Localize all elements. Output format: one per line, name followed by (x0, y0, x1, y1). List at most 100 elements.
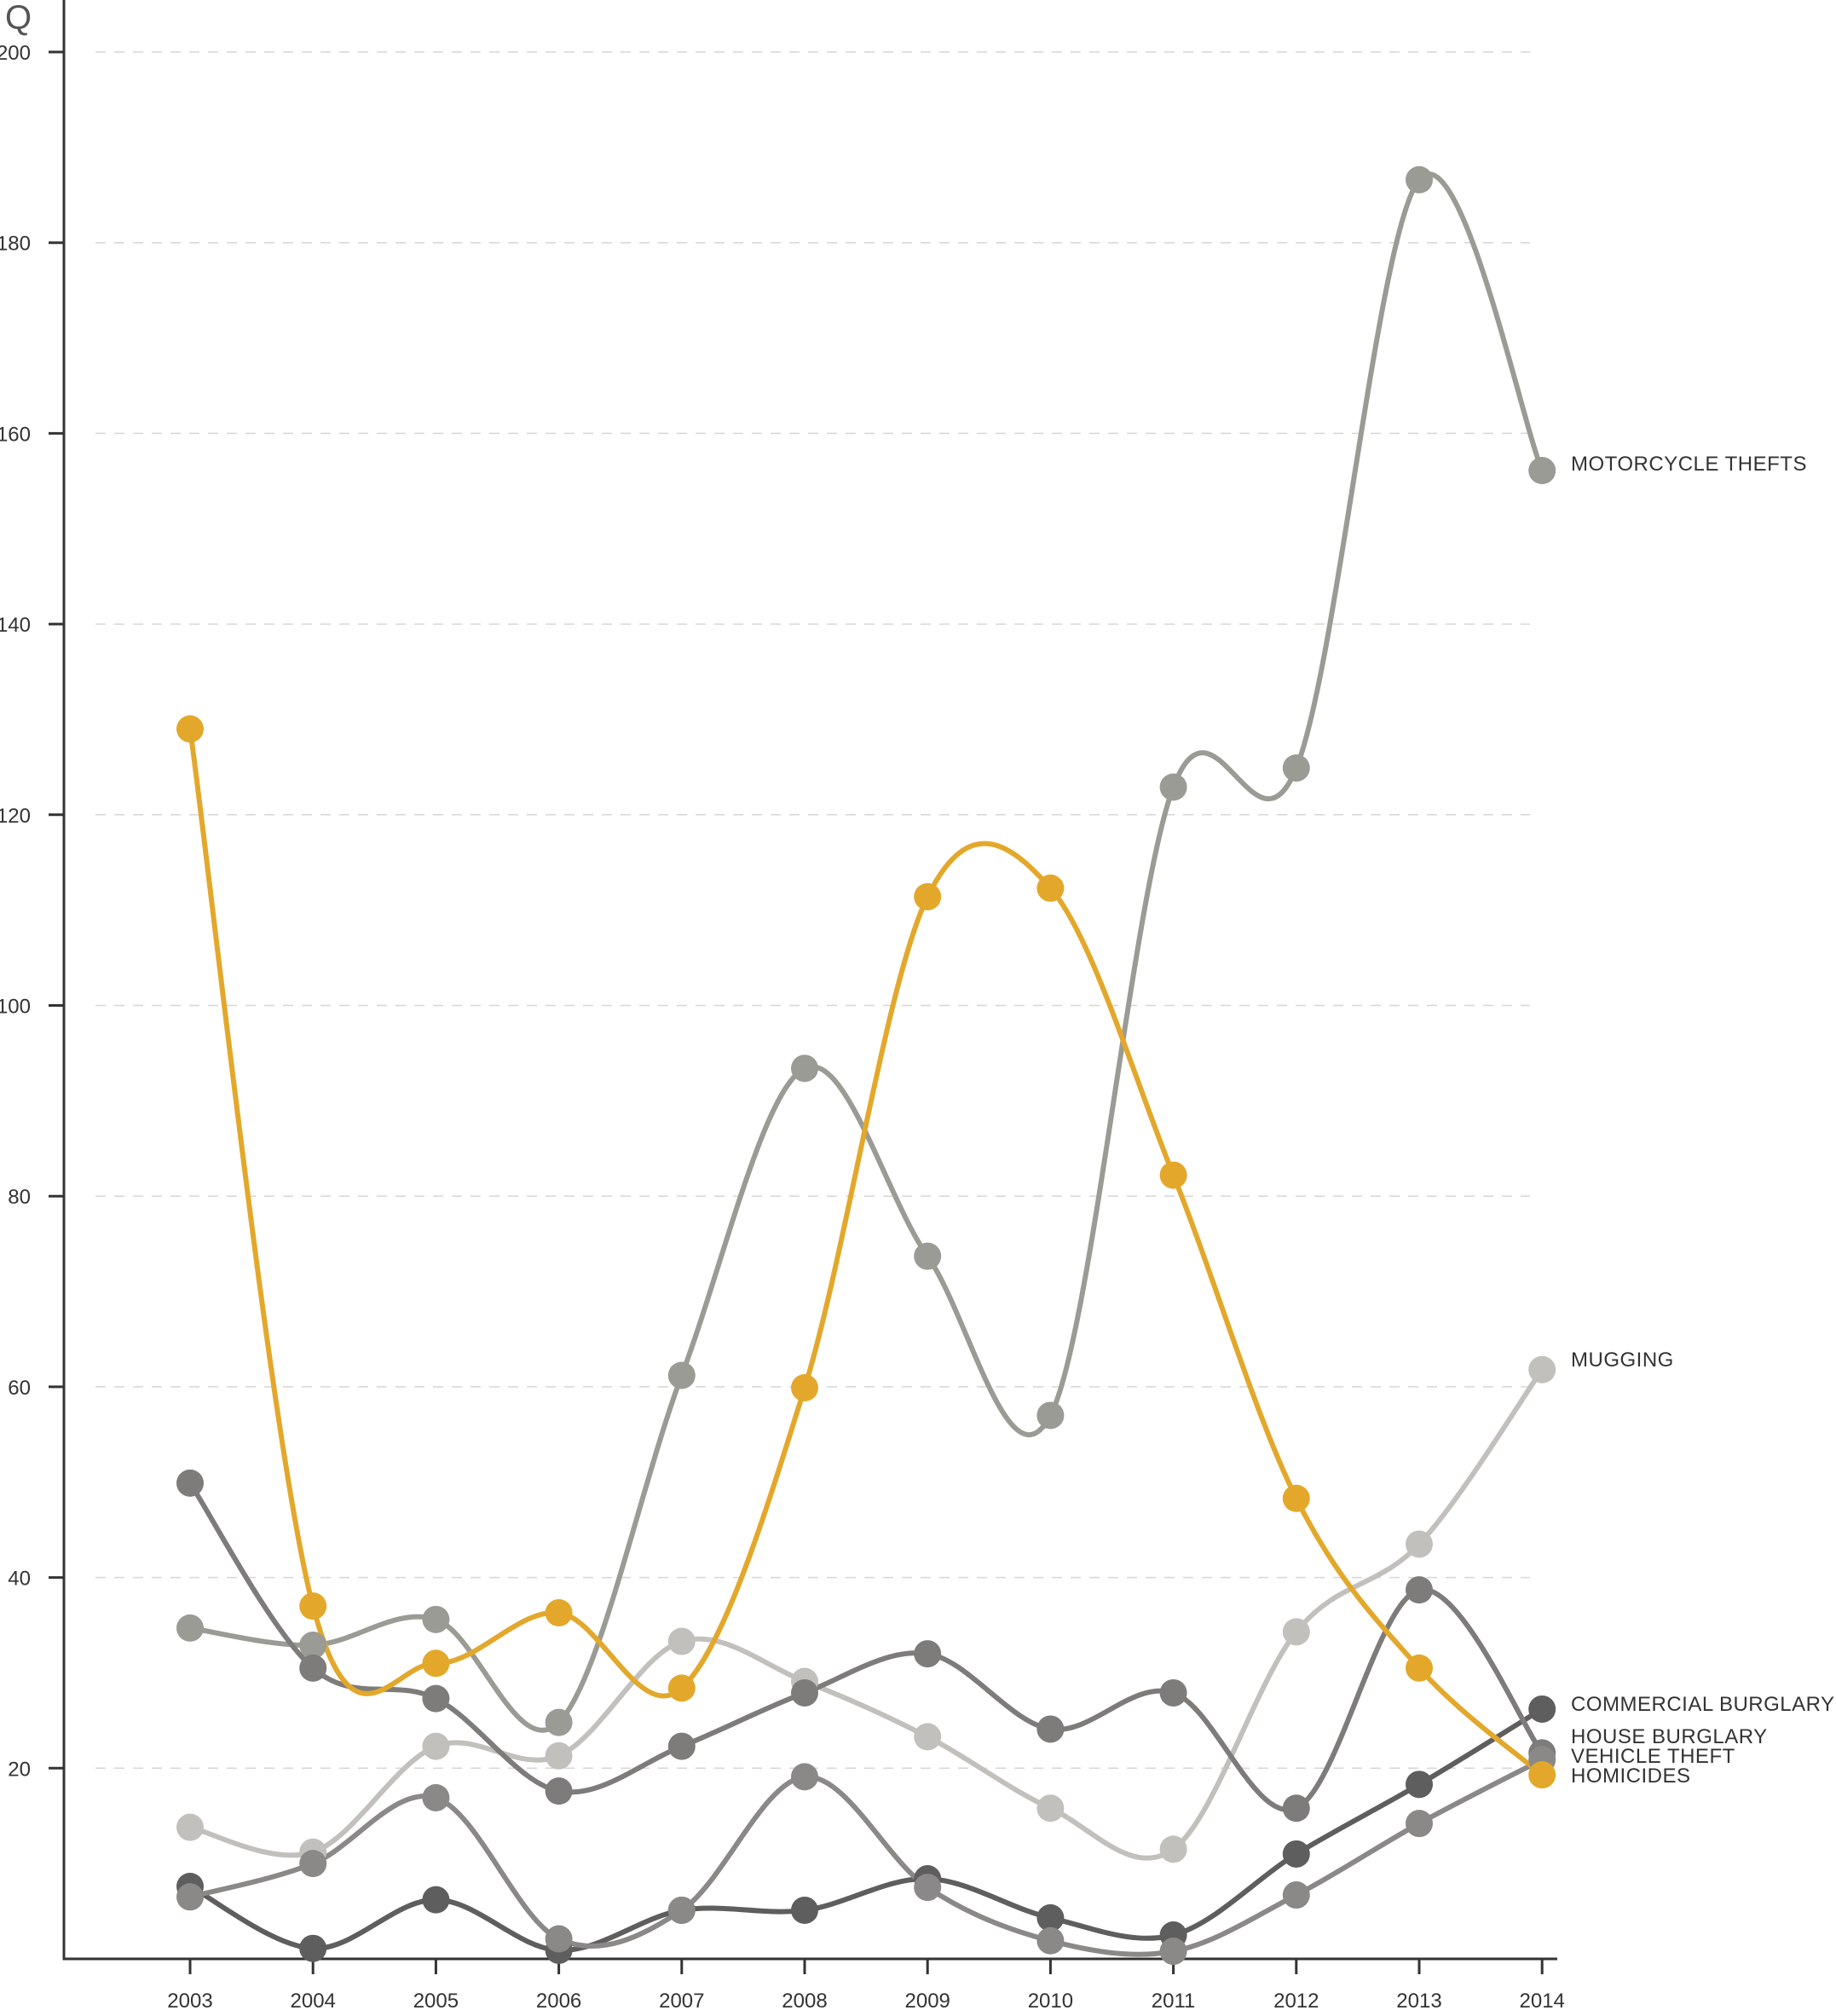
y-tick-label: 100 (0, 996, 31, 1019)
data-point-house-burglary (422, 1684, 450, 1713)
gridlines (95, 51, 1530, 1770)
data-point-vehicle-theft (1159, 1938, 1187, 1966)
data-point-mugging (422, 1732, 450, 1760)
x-tick-label: 2009 (905, 1990, 950, 2013)
series-label-motorcycle-thefts: MOTORCYCLE THEFTS (1571, 453, 1807, 476)
data-point-motorcycle-thefts (545, 1708, 573, 1736)
y-tick-label: 40 (8, 1568, 31, 1591)
data-point-motorcycle-thefts (299, 1632, 327, 1660)
y-tick-labels: 20 40 60 80 100 120 140 160 180 200 (0, 42, 31, 1781)
y-tick-label: 120 (0, 805, 31, 828)
series-label-homicides: HOMICIDES (1571, 1765, 1691, 1788)
data-point-vehicle-theft (545, 1925, 573, 1953)
data-point-mugging (1282, 1618, 1310, 1646)
data-point-homicides (545, 1598, 573, 1626)
x-tick-label: 2013 (1396, 1990, 1441, 2013)
x-tick-label: 2012 (1273, 1990, 1319, 2013)
data-point-homicides (791, 1374, 818, 1402)
y-tick-label: 20 (8, 1758, 31, 1781)
y-tick-label: 80 (8, 1186, 31, 1209)
data-point-house-burglary (667, 1732, 696, 1760)
axes-frame (62, 0, 1557, 1961)
data-point-mugging (176, 1813, 204, 1841)
data-point-vehicle-theft (914, 1874, 942, 1902)
x-tick-label: 2007 (659, 1990, 704, 2013)
data-point-house-burglary (791, 1678, 818, 1707)
data-point-commercial-burglary (1282, 1840, 1310, 1868)
y-tick-label: 200 (0, 42, 31, 65)
y-tick-label: 140 (0, 614, 31, 637)
data-point-house-burglary (1282, 1794, 1310, 1822)
data-point-mugging (1159, 1835, 1187, 1863)
series-label-vehicle-theft: VEHICLE THEFT (1571, 1745, 1735, 1768)
data-point-motorcycle-thefts (422, 1605, 450, 1633)
x-tick-label: 2011 (1152, 1990, 1196, 2013)
x-tick-label: 2010 (1028, 1990, 1073, 2013)
y-tick-label: 60 (8, 1377, 31, 1400)
data-point-mugging (1406, 1530, 1433, 1558)
data-point-mugging (1036, 1794, 1065, 1822)
data-point-house-burglary (299, 1654, 327, 1682)
data-point-homicides (667, 1674, 696, 1702)
data-point-homicides (299, 1592, 327, 1620)
data-point-vehicle-theft (791, 1763, 818, 1791)
series-line-mugging (188, 1366, 1545, 1861)
x-tick-label: 2003 (167, 1990, 212, 2013)
data-point-motorcycle-thefts (914, 1242, 942, 1270)
data-point-commercial-burglary (299, 1934, 327, 1962)
data-point-motorcycle-thefts (791, 1054, 818, 1083)
data-point-house-burglary (545, 1777, 573, 1805)
data-point-house-burglary (1159, 1678, 1187, 1707)
series-line-vehicle-theft (188, 1757, 1545, 1957)
data-point-house-burglary (176, 1469, 204, 1497)
data-point-motorcycle-thefts (1159, 773, 1187, 801)
data-point-motorcycle-thefts (1528, 457, 1556, 485)
data-point-homicides (1036, 874, 1065, 902)
y-tick-label: 160 (0, 423, 31, 446)
x-tick-label: 2008 (782, 1990, 827, 2013)
data-point-commercial-burglary (422, 1886, 450, 1914)
data-point-house-burglary (1036, 1715, 1065, 1743)
y-axis-label: Q (5, 0, 32, 37)
x-tick-labels: 2003 2004 2005 2006 2007 2008 2009 2010 2011 2012… (167, 1990, 1565, 2013)
y-tick-label: 180 (0, 233, 31, 256)
data-point-vehicle-theft (1036, 1926, 1065, 1955)
data-point-homicides (914, 882, 942, 910)
data-point-motorcycle-thefts (1282, 754, 1310, 782)
data-point-commercial-burglary (1528, 1695, 1556, 1723)
series-label-house-burglary: HOUSE BURGLARY (1571, 1725, 1768, 1748)
data-point-mugging (667, 1627, 696, 1655)
data-point-commercial-burglary (791, 1896, 818, 1924)
series-lines (188, 171, 1545, 1957)
data-point-homicides (1282, 1484, 1310, 1512)
series-label-mugging: MUGGING (1571, 1349, 1674, 1372)
data-point-vehicle-theft (422, 1783, 450, 1811)
data-point-vehicle-theft (667, 1896, 696, 1924)
data-point-homicides (1528, 1761, 1556, 1789)
x-tick-label: 2014 (1520, 1990, 1565, 2013)
series-line-homicides (188, 726, 1545, 1778)
series-label-commercial-burglary: COMMERCIAL BURGLARY (1571, 1693, 1835, 1716)
data-point-commercial-burglary (1406, 1770, 1433, 1799)
data-points (176, 165, 1556, 1966)
data-point-vehicle-theft (299, 1850, 327, 1878)
data-point-homicides (1159, 1161, 1187, 1189)
data-point-motorcycle-thefts (1036, 1401, 1065, 1430)
data-point-mugging (914, 1723, 942, 1751)
data-point-house-burglary (914, 1640, 942, 1668)
data-point-homicides (422, 1649, 450, 1678)
series-line-motorcycle-thefts (188, 171, 1545, 1733)
data-point-mugging (1528, 1355, 1556, 1383)
x-tick-label: 2004 (291, 1990, 336, 2013)
data-point-mugging (545, 1742, 573, 1770)
data-point-homicides (176, 715, 204, 743)
series-line-commercial-burglary (188, 1706, 1545, 1953)
data-point-motorcycle-thefts (667, 1361, 696, 1389)
data-point-commercial-burglary (1036, 1903, 1065, 1932)
data-point-house-burglary (1406, 1576, 1433, 1604)
data-point-homicides (1406, 1654, 1433, 1682)
data-point-motorcycle-thefts (176, 1614, 204, 1642)
series-labels: MOTORCYCLE THEFTS MUGGING COMMERCIAL BURGL… (1571, 453, 1835, 1788)
data-point-vehicle-theft (176, 1883, 204, 1911)
